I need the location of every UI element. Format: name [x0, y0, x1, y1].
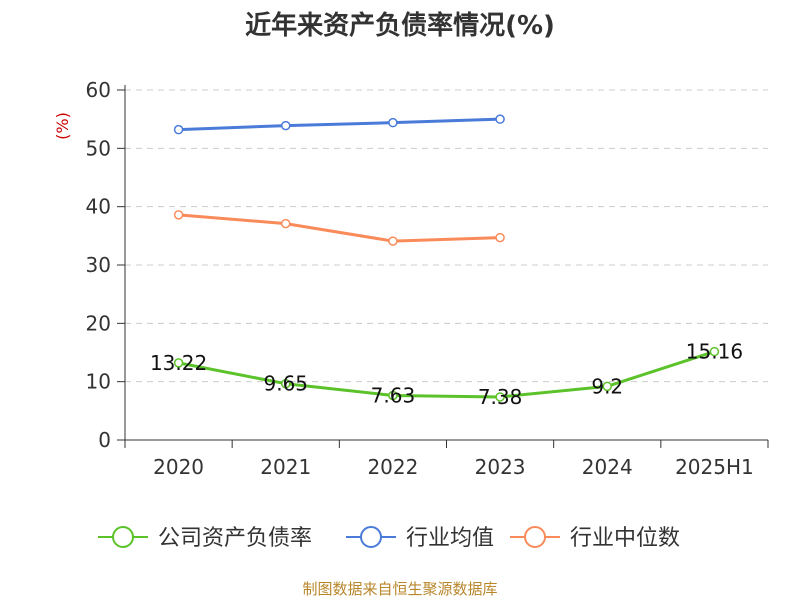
data-point: [173, 210, 184, 220]
legend-label: 行业中位数: [570, 526, 680, 551]
x-tick-label: 2024: [582, 455, 633, 479]
data-point: [602, 381, 612, 392]
x-tick-label: 2022: [367, 455, 418, 479]
gridlines: [125, 89, 768, 383]
data-point: [495, 392, 505, 402]
data-label: 15.16: [686, 340, 743, 364]
y-axis-label: (%): [53, 112, 72, 140]
legend: 公司资产负债率 行业均值 行业中位数: [98, 526, 680, 551]
x-tick-label: 2025H1: [675, 455, 754, 479]
series-group: [173, 114, 720, 402]
data-point: [388, 117, 398, 128]
series-line-0: [178, 350, 715, 399]
data-label: 9.2: [591, 374, 623, 398]
series-line-2: [178, 213, 501, 243]
y-tick-label: 0: [98, 428, 111, 452]
data-point: [709, 346, 720, 357]
y-tick-label: 20: [86, 311, 111, 335]
data-point: [495, 114, 505, 124]
data-labels: 13.22 9.65 7.63 7.38 9.2 15.16: [150, 340, 743, 409]
y-tick-label: 30: [86, 253, 111, 277]
data-point: [388, 236, 398, 246]
legend-marker: [112, 526, 134, 548]
x-tick-label: 2020: [153, 455, 204, 479]
series-line-1: [178, 117, 501, 132]
source-footer: 制图数据来自恒生聚源数据库: [302, 580, 498, 598]
data-point: [281, 218, 291, 229]
y-axis-ticks: 0 10 20 30 40 50 60: [86, 78, 125, 452]
legend-label: 公司资产负债率: [158, 526, 312, 551]
chart-title: 近年来资产负债率情况(%): [245, 11, 555, 41]
data-label: 9.65: [263, 372, 308, 396]
y-tick-label: 50: [86, 136, 111, 160]
x-axis-ticks: 2020 2021 2022 2023 2024 2025H1: [124, 440, 769, 479]
data-label: 13.22: [150, 351, 207, 375]
data-point: [281, 120, 291, 131]
data-point: [495, 232, 505, 243]
legend-marker: [360, 526, 382, 548]
legend-label: 行业均值: [406, 526, 494, 551]
data-point: [173, 358, 184, 368]
x-tick-label: 2021: [260, 455, 311, 479]
legend-marker: [524, 526, 546, 548]
y-tick-label: 40: [86, 195, 111, 219]
axes: [124, 85, 768, 441]
data-label: 7.38: [478, 385, 523, 409]
data-label: 7.63: [371, 383, 416, 407]
data-point: [281, 378, 291, 389]
x-tick-label: 2023: [475, 455, 526, 479]
data-point: [173, 124, 184, 135]
data-point: [388, 390, 398, 401]
y-tick-label: 60: [86, 78, 111, 102]
y-tick-label: 10: [86, 370, 111, 394]
